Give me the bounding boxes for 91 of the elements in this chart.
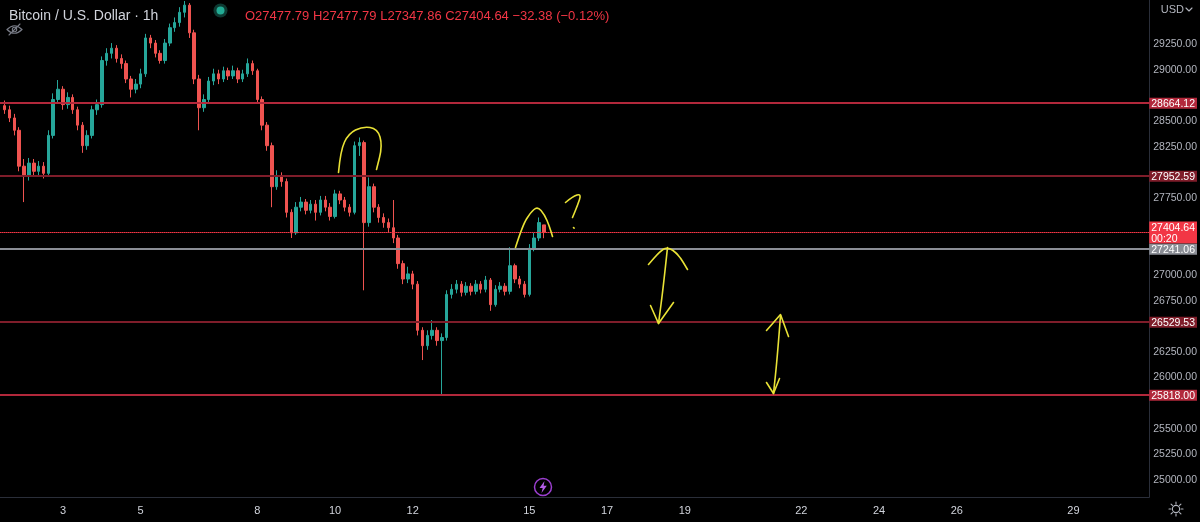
candlestick <box>484 275 487 293</box>
candlestick <box>358 136 361 157</box>
candlestick <box>32 158 36 176</box>
candlestick <box>241 69 244 83</box>
candlestick <box>314 199 317 222</box>
candlestick <box>285 177 288 218</box>
y-tick-label: 29250.00 <box>1153 37 1198 50</box>
x-tick-label: 24 <box>872 503 886 516</box>
x-tick-label: 5 <box>137 503 144 516</box>
candlestick <box>183 0 186 18</box>
x-tick-label: 19 <box>678 503 691 516</box>
ref-line-label: 28664.12 <box>1151 97 1196 110</box>
y-tick-label: 26750.00 <box>1153 293 1198 306</box>
candlestick <box>37 160 40 176</box>
candlestick <box>319 195 322 216</box>
candlestick <box>115 44 118 64</box>
ref-line-label: 26529.53 <box>1151 316 1196 329</box>
candlestick <box>367 176 371 228</box>
candlestick <box>3 100 6 115</box>
candlestick <box>406 266 410 284</box>
candlestick <box>435 326 439 347</box>
candlestick <box>474 279 478 295</box>
y-tick-label: 26000.00 <box>1153 370 1198 383</box>
candlestick <box>450 283 453 300</box>
y-tick-label: 27000.00 <box>1153 267 1198 280</box>
x-tick-label: 15 <box>523 503 536 516</box>
y-tick-label: 26250.00 <box>1153 344 1198 357</box>
y-tick-label: 27750.00 <box>1153 190 1198 203</box>
candlestick <box>362 140 366 291</box>
y-tick-label: 25000.00 <box>1153 473 1198 486</box>
y-tick-label: 25500.00 <box>1153 421 1198 434</box>
x-tick-label: 8 <box>254 503 261 516</box>
candlestick <box>251 60 254 76</box>
candlestick <box>144 33 147 78</box>
ref-line-label: 27241.06 <box>1151 243 1196 256</box>
y-tick-label: 28500.00 <box>1153 114 1198 127</box>
candlestick <box>290 208 293 239</box>
candlestick <box>231 65 235 80</box>
candlestick <box>222 66 225 83</box>
candlestick <box>455 279 458 294</box>
candlestick <box>217 69 220 85</box>
candlestick <box>416 280 419 336</box>
candlestick <box>382 212 385 229</box>
candlestick <box>236 67 240 84</box>
candlestick <box>508 246 512 295</box>
candlestick <box>76 106 79 131</box>
candlestick <box>280 171 283 188</box>
candlestick <box>469 282 473 296</box>
candlestick <box>304 198 308 215</box>
x-tick-label: 12 <box>406 503 419 516</box>
candlestick <box>309 199 312 214</box>
y-tick-label: 29000.00 <box>1153 62 1198 75</box>
candlestick <box>464 281 468 296</box>
candlestick <box>178 6 181 28</box>
text: Bitcoin / U.S. Dollar · 1h <box>9 7 159 23</box>
candlestick <box>528 243 531 297</box>
candlestick <box>542 224 546 239</box>
x-tick-label: 29 <box>1067 503 1080 516</box>
candlestick <box>333 189 337 219</box>
y-tick-label: 25250.00 <box>1153 447 1198 460</box>
candlestick <box>460 280 463 297</box>
candlestick <box>42 161 45 179</box>
candlestick <box>246 57 249 78</box>
x-tick-label: 3 <box>59 503 67 516</box>
candlestick <box>8 105 11 123</box>
candlestick <box>81 121 84 154</box>
y-tick-label: 28250.00 <box>1153 139 1198 152</box>
x-tick-label: 22 <box>795 503 808 516</box>
candlestick <box>212 68 215 86</box>
candlestick <box>149 34 152 49</box>
candlestick <box>411 270 414 290</box>
y-axis-title: USD <box>1160 2 1185 15</box>
x-tick-label: 10 <box>328 503 342 516</box>
candlestick <box>110 42 113 59</box>
ref-line-label: 27952.59 <box>1151 170 1196 183</box>
candlestick <box>226 67 230 81</box>
ref-line-label: 25818.00 <box>1151 389 1196 402</box>
ref-line-label: 27404.64 00:20 <box>1151 220 1196 244</box>
x-tick-label: 17 <box>600 503 614 516</box>
x-tick-label: 26 <box>950 503 963 516</box>
candlestick <box>348 203 351 217</box>
text: O27477.79 H27477.79 L27347.86 C27404.64 −32.38 (−0.12%) <box>245 8 610 23</box>
candlestick <box>353 141 356 215</box>
candlestick <box>421 326 424 361</box>
candlestick <box>479 280 482 294</box>
candlestick <box>275 169 278 191</box>
candlestick <box>387 218 390 234</box>
candlestick <box>503 282 507 296</box>
candlestick <box>523 280 526 298</box>
candlestick <box>513 263 517 284</box>
candlestick <box>489 277 492 312</box>
